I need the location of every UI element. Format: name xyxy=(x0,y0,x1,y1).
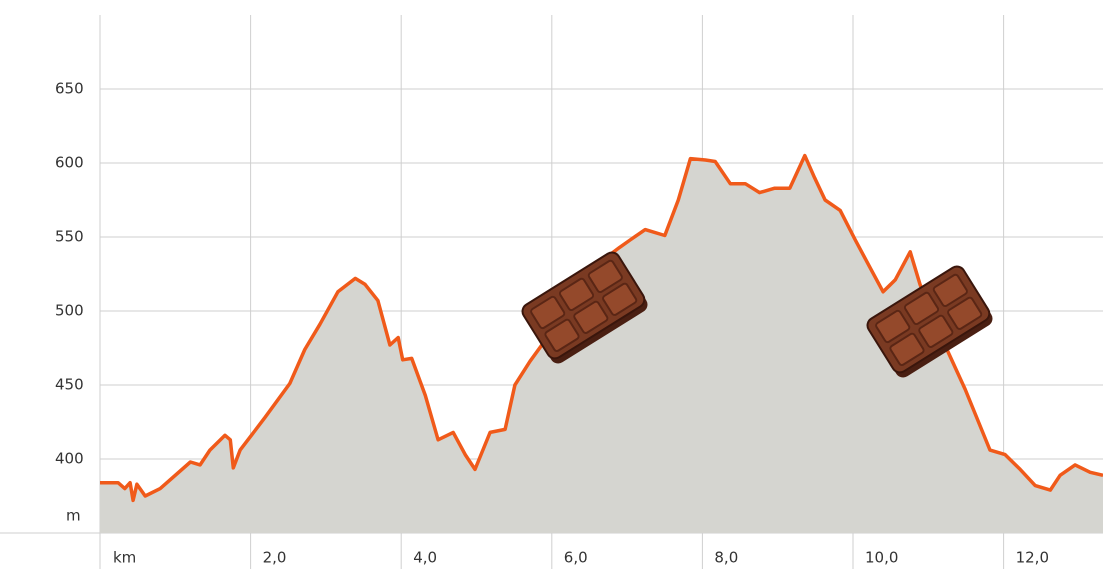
y-tick-label: 600 xyxy=(55,154,84,172)
area xyxy=(100,155,1103,533)
y-unit: m xyxy=(66,507,81,525)
x-tick-label: 8,0 xyxy=(714,549,738,567)
x-tick-label: 10,0 xyxy=(865,549,898,567)
y-tick-label: 400 xyxy=(55,450,84,468)
x-tick-label: 2,0 xyxy=(263,549,287,567)
x-tick-label: 6,0 xyxy=(564,549,588,567)
plot-area: 400 450 500 550 600 650 2,0 4,0 6,0 8,0 10,0 12,0 xyxy=(0,15,1103,569)
y-tick-label: 550 xyxy=(55,228,84,246)
x-unit: km xyxy=(113,549,136,567)
x-tick-label: 4,0 xyxy=(413,549,437,567)
y-tick-label: 650 xyxy=(55,80,84,98)
x-tick-label: 12,0 xyxy=(1016,549,1049,567)
y-tick-label: 450 xyxy=(55,376,84,394)
y-tick-label: 500 xyxy=(55,302,84,320)
